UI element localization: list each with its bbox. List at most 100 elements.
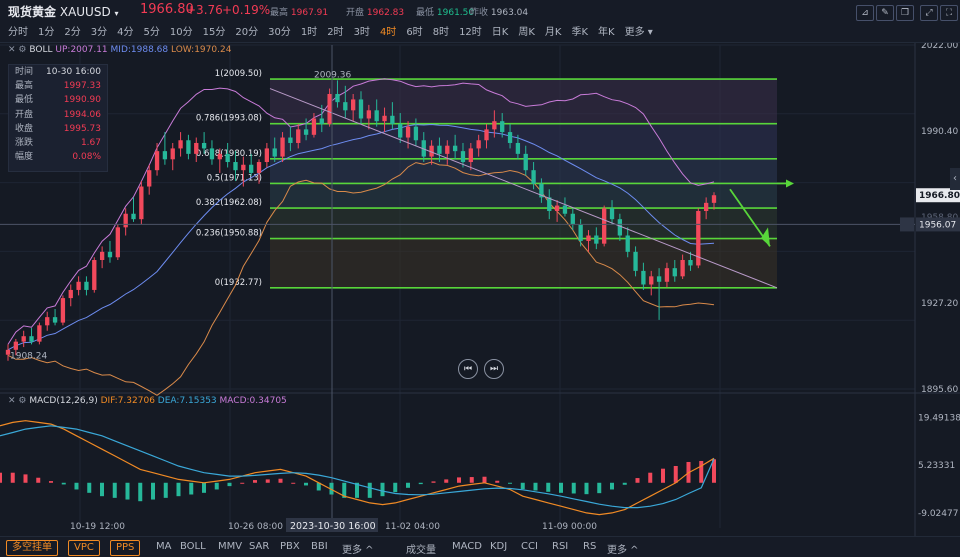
timeframe-3[interactable]: 3分 [90,27,108,38]
info-label: 开盘 [15,109,34,120]
boll-up: UP:2007.11 [55,45,108,55]
candle-body [147,170,152,187]
indicator-tab-0[interactable]: MA [156,541,172,552]
indicator-tab-3[interactable]: SAR [249,541,270,552]
close-icon[interactable]: ✕ [8,396,16,406]
candle-body [547,197,552,212]
timeframe-13[interactable]: 4时 [379,27,397,38]
draw-tool-icon[interactable]: ✎ [876,5,894,21]
x-tick-label: 11-02 04:00 [385,522,440,532]
timeframe-4[interactable]: 4分 [117,27,134,38]
macd-bar [291,482,296,484]
candle-body [139,186,144,220]
macd-bar [189,482,194,495]
timeframe-8[interactable]: 20分 [235,27,259,38]
macd-bar [151,482,155,500]
timeframe-22[interactable]: 更多 ▾ [624,27,653,38]
timeframe-0[interactable]: 分时 [8,27,28,38]
timeframe-7[interactable]: 15分 [202,27,226,38]
macd-bar [61,482,66,485]
timeframe-17[interactable]: 日K [491,27,509,38]
expand-icon[interactable]: ⤢ [920,5,938,21]
macd-bar [214,482,219,490]
candle-body [696,211,701,266]
arrow-head [786,179,794,188]
candle-body [335,93,340,103]
indicator-tab-4[interactable]: PBX [280,541,300,552]
indicator-tab-8[interactable]: MACD [452,541,482,552]
indicator-tab-10[interactable]: CCI [521,541,538,552]
fullscreen-icon[interactable]: ⛶ [940,5,958,21]
candle-body [531,170,536,184]
timeframe-5[interactable]: 5分 [143,27,160,38]
next-icon[interactable]: ⏭ [484,359,504,379]
indicator-tab-6[interactable]: 更多 ^ [342,545,374,556]
prev-icon[interactable]: ⏮ [458,359,478,379]
bottom-button-1[interactable]: VPC [68,540,100,556]
symbol-selector[interactable]: 现货黄金 XAUUSD ▾ [8,3,119,20]
indicator-tab-5[interactable]: BBI [311,541,328,552]
candle-body [201,142,207,149]
timeframe-19[interactable]: 月K [544,27,562,38]
candle-body [107,251,113,258]
candle-body [421,140,426,157]
timeframe-10[interactable]: 1时 [300,27,318,38]
settings-icon[interactable]: ⚙ [18,396,27,406]
indicator-tab-9[interactable]: KDJ [490,541,508,552]
timeframe-6[interactable]: 10分 [169,27,193,38]
timeframe-16[interactable]: 12时 [459,27,482,38]
macd-legend: ✕ ⚙ MACD(12,26,9) DIF:7.32706 DEA:7.1535… [8,396,287,406]
info-row: 幅度 0.08% [9,150,107,164]
indicator-tab-7[interactable]: 成交量 [406,545,436,556]
macd-bar [74,482,79,490]
candle-body [288,137,293,143]
timeframe-12[interactable]: 3时 [353,27,370,38]
copy-icon[interactable]: ❐ [896,5,914,21]
timeframe-20[interactable]: 季K [571,27,589,38]
chart-header: 现货黄金 XAUUSD ▾ 1966.80 +3.76 +0.19% 最高 19… [0,0,960,43]
timeframe-1[interactable]: 1分 [38,27,55,38]
macd-bar [673,466,678,483]
candle-body [617,219,623,236]
info-label: 最低 [15,95,34,106]
candle-body [29,336,34,342]
timeframe-9[interactable]: 30分 [268,27,291,38]
macd-bar [10,472,15,483]
candle-body [711,195,717,203]
timeframe-14[interactable]: 6时 [406,27,423,38]
fib-zone [270,238,777,288]
close-icon[interactable]: ✕ [8,45,16,55]
candle-body [68,289,73,299]
macd-bar [87,482,92,493]
macd-bar [125,482,130,500]
dif-line [0,420,715,516]
macd-y-tick: 5.23331 [918,461,955,471]
indicator-tool-icon[interactable]: ⊿ [856,5,874,21]
indicator-tab-11[interactable]: RSI [552,541,569,552]
bottom-button-0[interactable]: 多空挂单 [6,540,58,556]
candle-body [398,123,403,138]
info-value: 1990.90 [63,95,101,106]
candle-body [194,142,199,154]
candle-body [539,183,544,198]
candle-body [602,208,607,244]
macd-bar [444,479,449,483]
chevron-left-icon[interactable]: ‹ [950,168,960,190]
price-chart[interactable]: 1(2009.50) 0.786(1993.08) 0.618(1980.19) 0.… [0,43,960,536]
candle-body [570,213,575,225]
timeframe-15[interactable]: 8时 [432,27,450,38]
timeframe-18[interactable]: 周K [518,27,535,38]
indicator-tab-13[interactable]: 更多 ^ [607,545,639,556]
timeframe-11[interactable]: 2时 [327,27,344,38]
candle-body [641,270,646,285]
bottom-button-2[interactable]: PPS [110,540,141,556]
timeframe-2[interactable]: 2分 [64,27,81,38]
timeframe-21[interactable]: 年K [598,27,615,38]
indicator-tab-1[interactable]: BOLL [180,541,206,552]
symbol-name: 现货黄金 [8,5,57,19]
indicator-tab-12[interactable]: RS [583,541,597,552]
y-tick-label: 2022.00 [921,43,958,51]
settings-icon[interactable]: ⚙ [18,45,27,55]
indicator-tab-2[interactable]: MMV [218,541,243,552]
candle-body [84,281,89,290]
